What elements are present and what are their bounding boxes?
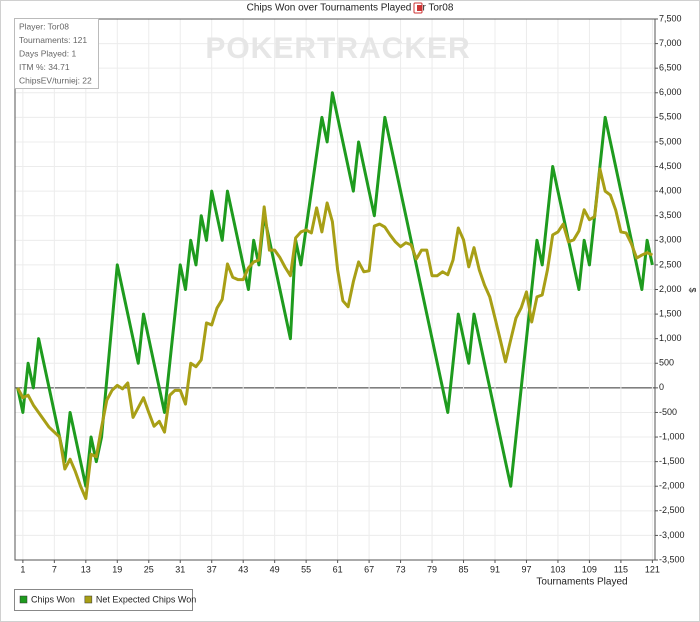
y-tick-label: 1,000: [659, 333, 682, 343]
chart-title: Chips Won over Tournaments Played for To…: [247, 3, 454, 14]
x-tick-label: 19: [112, 564, 122, 574]
x-tick-label: 43: [238, 564, 248, 574]
x-axis-label: Tournaments Played: [536, 577, 627, 588]
x-tick-label: 25: [144, 564, 154, 574]
legend-swatch: [19, 595, 28, 604]
y-tick-label: -2,000: [659, 481, 685, 491]
y-tick-label: -2,500: [659, 505, 685, 515]
y-tick-label: 7,000: [659, 38, 682, 48]
info-line: Days Played: 1: [19, 48, 76, 58]
y-tick-label: -3,000: [659, 530, 685, 540]
info-line: ITM %: 34.71: [19, 62, 70, 72]
y-tick-label: 6,500: [659, 63, 682, 73]
y-tick-label: 2,000: [659, 284, 682, 294]
x-tick-label: 109: [582, 564, 597, 574]
x-tick-label: 7: [52, 564, 57, 574]
info-line: ChipsEV/turniej: 22: [19, 75, 92, 85]
x-tick-label: 91: [490, 564, 500, 574]
x-tick-label: 115: [614, 564, 628, 574]
y-tick-label: 6,000: [659, 87, 682, 97]
y-tick-label: 1,500: [659, 308, 682, 318]
x-tick-label: 73: [396, 564, 406, 574]
x-tick-label: 37: [207, 564, 217, 574]
y-tick-label: 4,500: [659, 161, 682, 171]
series-line: [16, 167, 654, 501]
x-tick-label: 55: [301, 564, 311, 574]
x-tick-label: 31: [175, 564, 185, 574]
y-tick-label: 2,500: [659, 259, 682, 269]
watermark: POKERTRACKER: [205, 32, 470, 65]
x-tick-label: 13: [81, 564, 91, 574]
x-tick-label: 61: [333, 564, 343, 574]
y-tick-label: 5,000: [659, 136, 682, 146]
legend-label: Chips Won: [31, 594, 75, 604]
x-tick-label: 79: [427, 564, 437, 574]
info-box: Player: Tor08 Tournaments: 121 Days Played…: [14, 18, 99, 89]
y-tick-label: 3,000: [659, 235, 682, 245]
x-tick-label: 49: [270, 564, 280, 574]
info-line: Player: Tor08: [19, 21, 69, 31]
x-tick-label: 1: [20, 564, 25, 574]
y-tick-label: 500: [659, 358, 674, 368]
y-tick-label: 0: [659, 382, 664, 392]
x-tick-label: 103: [550, 564, 565, 574]
y-tick-label: -1,000: [659, 431, 685, 441]
x-tick-label: 121: [645, 564, 660, 574]
y-tick-label: -1,500: [659, 456, 685, 466]
legend: Chips Won Net Expected Chips Won: [14, 589, 196, 611]
title-icon: [413, 2, 423, 14]
info-line: Tournaments: 121: [19, 35, 87, 45]
y-tick-label: -500: [659, 407, 677, 417]
y-tick-label: 5,500: [659, 112, 682, 122]
series-line: [16, 91, 654, 488]
legend-label: Net Expected Chips Won: [96, 594, 196, 604]
x-tick-label: 85: [459, 564, 469, 574]
x-tick-label: 67: [364, 564, 374, 574]
x-tick-label: 97: [521, 564, 531, 574]
legend-swatch: [84, 595, 93, 604]
y-tick-label: 4,000: [659, 186, 682, 196]
y-tick-label: 7,500: [659, 13, 682, 23]
y-tick-label: 3,500: [659, 210, 682, 220]
y-axis-label: $: [688, 287, 698, 292]
y-tick-label: -3,500: [659, 554, 685, 564]
